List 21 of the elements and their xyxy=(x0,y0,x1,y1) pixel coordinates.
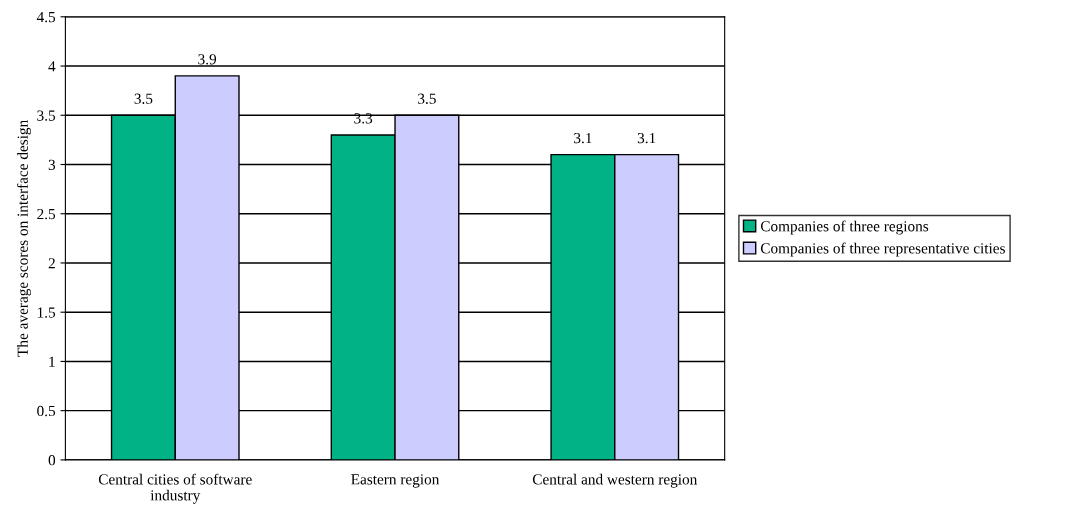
y-tick-label: 1.5 xyxy=(37,307,56,318)
y-tick-label: 2 xyxy=(48,258,55,269)
y-axis-title: The average scores on interface design xyxy=(16,120,32,357)
y-tick-label: 0 xyxy=(48,455,56,466)
y-tick-label: 4.5 xyxy=(36,12,56,23)
data-label: 3.9 xyxy=(198,54,217,65)
legend-label: Companies of three regions xyxy=(760,220,929,235)
y-tick-label: 3 xyxy=(48,159,56,170)
y-tick-label: 3.5 xyxy=(37,110,56,121)
x-tick-label: Eastern region xyxy=(351,474,440,488)
data-label: 3.5 xyxy=(418,93,436,104)
y-tick-label: 0.5 xyxy=(37,405,56,417)
y-tick-label: 1 xyxy=(49,356,55,367)
y-tick-label: 4 xyxy=(48,61,56,72)
data-label: 3.1 xyxy=(637,132,656,144)
data-label: 3.1 xyxy=(574,132,592,144)
y-tick-label: 2.5 xyxy=(37,208,56,220)
legend-label: Companies of three representative cities xyxy=(760,242,1005,257)
data-label: 3.5 xyxy=(134,93,153,104)
x-tick-label: Central cities of software industry xyxy=(98,473,252,504)
x-tick-label: Central and western region xyxy=(532,473,698,488)
